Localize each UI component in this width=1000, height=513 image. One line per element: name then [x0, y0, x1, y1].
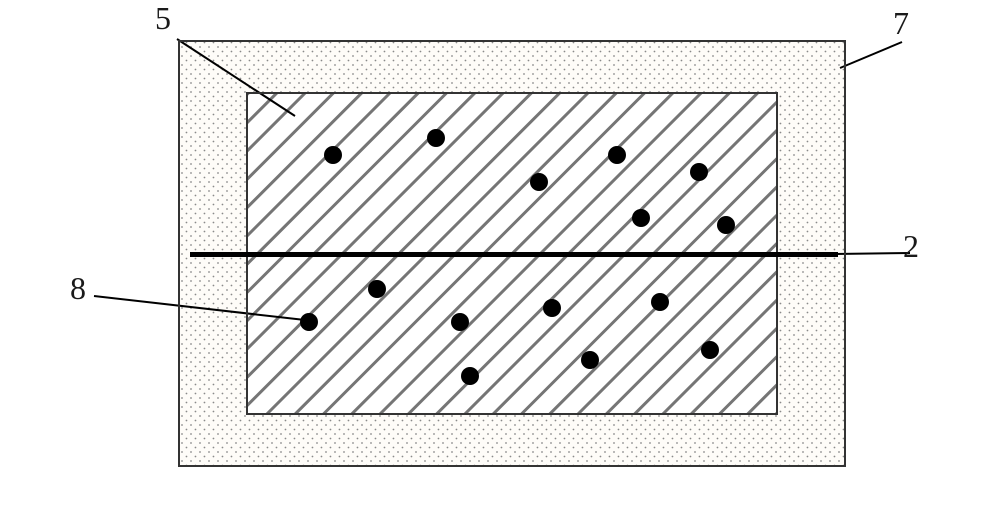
particle-dot — [427, 129, 445, 147]
particle-dot — [690, 163, 708, 181]
callout-line-c7 — [840, 42, 902, 68]
diagram-canvas: 5 7 2 8 — [0, 0, 1000, 513]
particle-dot — [608, 146, 626, 164]
particle-dot — [543, 299, 561, 317]
particle-dot — [632, 209, 650, 227]
particle-dot — [530, 173, 548, 191]
particle-dot — [368, 280, 386, 298]
particle-dot — [461, 367, 479, 385]
callout-label-c5: 5 — [155, 0, 171, 37]
particle-dot — [451, 313, 469, 331]
particle-dot — [581, 351, 599, 369]
particle-dot — [701, 341, 719, 359]
particle-dot — [300, 313, 318, 331]
particle-dot — [324, 146, 342, 164]
callout-label-c8: 8 — [70, 270, 86, 307]
callout-label-c2: 2 — [903, 228, 919, 265]
particle-dot — [717, 216, 735, 234]
particle-dot — [651, 293, 669, 311]
horizontal-line — [190, 252, 838, 257]
callout-label-c7: 7 — [893, 5, 909, 42]
